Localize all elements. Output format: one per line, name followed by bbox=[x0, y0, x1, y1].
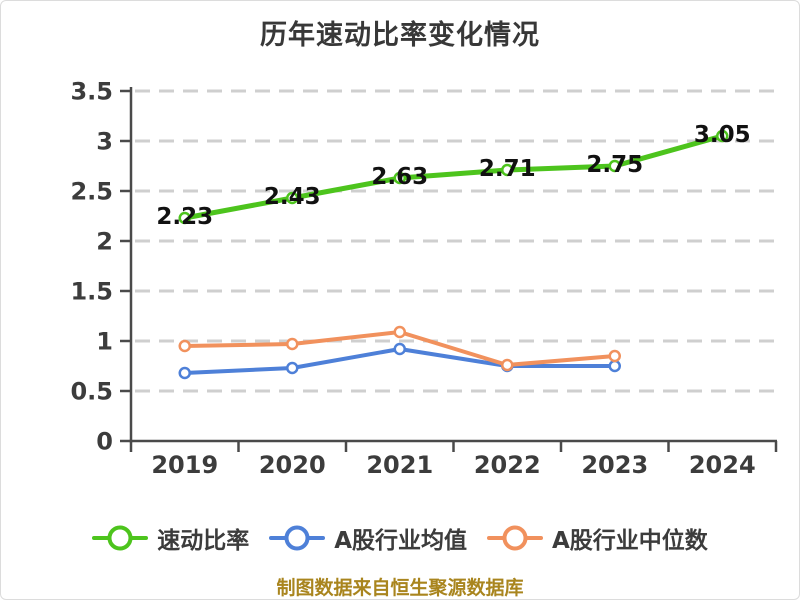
y-axis-tick-label: 1 bbox=[96, 328, 113, 356]
legend-item-industry-median[interactable]: A股行业中位数 bbox=[487, 521, 708, 555]
chart-title: 历年速动比率变化情况 bbox=[260, 20, 540, 51]
industry-mean-point-2019[interactable] bbox=[178, 366, 191, 380]
legend-label: 速动比率 bbox=[157, 528, 250, 554]
data-label: 2.43 bbox=[264, 184, 321, 210]
legend-label: A股行业均值 bbox=[334, 528, 467, 554]
quick-ratio-point-2019[interactable] bbox=[178, 211, 191, 225]
chart-legend: 速动比率 A股行业均值 A股行业中位数 bbox=[1, 521, 799, 555]
y-axis-tick-label: 0 bbox=[96, 428, 113, 456]
data-label: 2.23 bbox=[156, 204, 213, 230]
legend-marker-industry-median-icon bbox=[487, 525, 543, 551]
industry-median-point-2021[interactable] bbox=[393, 325, 406, 339]
x-axis-tick-label: 2020 bbox=[259, 451, 326, 479]
data-label: 2.75 bbox=[586, 152, 643, 178]
industry-mean-point-2020[interactable] bbox=[286, 361, 299, 375]
industry-mean-point-2021[interactable] bbox=[393, 342, 406, 356]
x-axis-tick-label: 2024 bbox=[689, 451, 756, 479]
quick-ratio-point-2023[interactable] bbox=[608, 159, 621, 173]
quick-ratio-line bbox=[182, 133, 725, 221]
industry-mean-point-2023[interactable] bbox=[608, 359, 621, 373]
industry-median-point-2023[interactable] bbox=[608, 349, 621, 363]
data-source-note: 制图数据来自恒生聚源数据库 bbox=[276, 577, 524, 599]
x-axis-tick-label: 2023 bbox=[581, 451, 648, 479]
legend-marker-industry-mean-icon bbox=[269, 525, 326, 551]
industry-median-point-2019[interactable] bbox=[178, 339, 191, 353]
x-axis-tick-label: 2019 bbox=[151, 451, 218, 479]
industry-median-point-2022[interactable] bbox=[501, 358, 514, 372]
x-axis-tick-label: 2021 bbox=[366, 451, 433, 479]
data-label: 2.71 bbox=[479, 156, 536, 182]
quick-ratio-point-2024[interactable] bbox=[716, 129, 729, 143]
quick-ratio-point-2021[interactable] bbox=[393, 171, 406, 185]
y-axis-tick-label: 1.5 bbox=[70, 278, 113, 306]
x-axis-tick-label: 2022 bbox=[474, 451, 541, 479]
y-axis-tick-label: 3.5 bbox=[70, 78, 113, 106]
legend-item-quick-ratio[interactable]: 速动比率 bbox=[92, 521, 249, 555]
y-axis-tick-label: 2 bbox=[96, 228, 113, 256]
y-axis-tick-label: 0.5 bbox=[70, 378, 113, 406]
y-axis-tick-label: 3 bbox=[96, 128, 113, 156]
y-axis-tick-label: 2.5 bbox=[70, 178, 113, 206]
data-label: 3.05 bbox=[694, 122, 751, 148]
quick-ratio-point-2022[interactable] bbox=[501, 163, 514, 177]
quick-ratio-point-2020[interactable] bbox=[286, 191, 299, 205]
legend-marker-quick-ratio-icon bbox=[92, 525, 149, 551]
legend-item-industry-mean[interactable]: A股行业均值 bbox=[269, 521, 467, 555]
legend-label: A股行业中位数 bbox=[552, 528, 708, 554]
data-label: 2.63 bbox=[371, 164, 428, 190]
industry-median-point-2020[interactable] bbox=[286, 337, 299, 351]
